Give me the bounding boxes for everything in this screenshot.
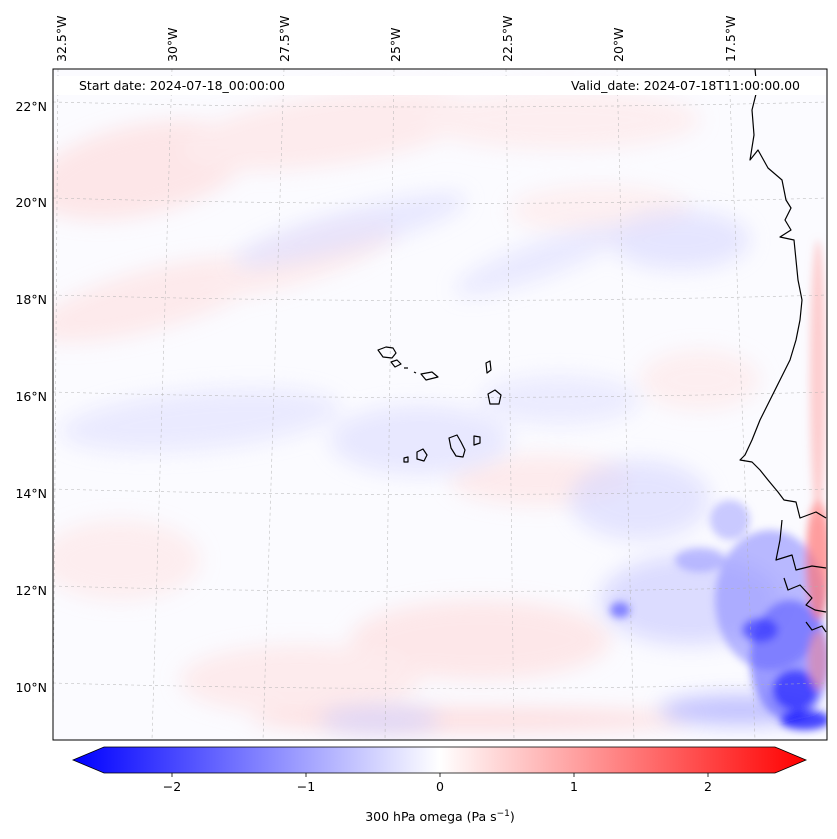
colorbar-tick-neg2: −2: [163, 779, 181, 794]
parallel-18n: [53, 294, 827, 301]
meridian-27-5w: [262, 69, 285, 740]
island-sal: [485, 360, 492, 374]
meridian-22-5w: [505, 69, 515, 740]
map-frame: [52, 68, 828, 741]
island-santo-antao: [377, 346, 397, 359]
longitude-labels: 32.5°W 30°W 27.5°W 25°W 22.5°W 20°W 17.5…: [54, 16, 738, 62]
island-brava: [403, 456, 409, 463]
colorbar-label-end: ): [510, 809, 515, 824]
colorbar-label: 300 hPa omega (Pa s−1): [365, 809, 515, 824]
lon-label-20w: 20°W: [611, 27, 626, 62]
island-sao-vicente: [390, 359, 402, 368]
meridian-32-5w: [53, 69, 59, 740]
lat-label-10n: 10°N: [15, 680, 47, 695]
island-branco: [413, 371, 417, 374]
island-maio: [473, 435, 481, 446]
parallel-10n: [53, 682, 827, 689]
colorbar-tick-neg1: −1: [297, 779, 315, 794]
parallel-12n: [53, 585, 827, 592]
lon-label-30w: 30°W: [165, 27, 180, 62]
positive-omega-areas: [53, 89, 760, 732]
lon-label-25w: 25°W: [388, 27, 403, 62]
colorbar-tick-1: 1: [570, 779, 578, 794]
bijagos-islands: [805, 621, 827, 633]
africa-coastline: [739, 69, 827, 519]
island-sao-nicolau: [420, 371, 439, 381]
lat-label-12n: 12°N: [15, 583, 47, 598]
colorbar-bar: [71, 746, 808, 774]
colorbar-tick-0: 0: [436, 779, 444, 794]
lon-label-22-5w: 22.5°W: [500, 16, 515, 62]
lon-label-32-5w: 32.5°W: [54, 16, 69, 62]
lat-label-22n: 22°N: [15, 99, 47, 114]
parallel-14n: [53, 488, 827, 495]
lat-label-20n: 20°N: [15, 195, 47, 210]
parallel-22n: [53, 101, 827, 108]
lon-label-27-5w: 27.5°W: [277, 16, 292, 62]
start-date-label: Start date: 2024-07-18_00:00:00: [79, 78, 285, 93]
lat-label-16n: 16°N: [15, 389, 47, 404]
title-band: [54, 76, 826, 95]
lat-label-14n: 14°N: [15, 486, 47, 501]
meridian-30w: [151, 69, 173, 740]
lon-label-17-5w: 17.5°W: [723, 16, 738, 62]
colorbar: −2 −1 0 1 2 300 hPa omega (Pa s−1): [71, 746, 808, 824]
colorbar-tick-marks: [171, 773, 709, 777]
senegal-gambia-coast: [775, 519, 827, 571]
parallel-20n: [53, 197, 827, 204]
lat-label-18n: 18°N: [15, 292, 47, 307]
colorbar-label-superscript: −1: [497, 809, 510, 819]
island-santiago: [448, 434, 466, 458]
island-boa-vista: [487, 389, 502, 405]
coastlines: [377, 69, 827, 633]
meridian-20w: [616, 69, 635, 740]
parallel-16n: [53, 391, 827, 398]
colorbar-tick-2: 2: [704, 779, 712, 794]
island-fogo: [416, 448, 428, 462]
graticule: [53, 69, 827, 740]
valid-date-label: Valid_date: 2024-07-18T11:00:00.00: [571, 78, 800, 93]
map-panel: Start date: 2024-07-18_00:00:00 Valid_da…: [52, 68, 828, 741]
latitude-labels: 22°N 20°N 18°N 16°N 14°N 12°N 10°N: [15, 99, 47, 695]
omega-field: [53, 89, 827, 735]
guinea-bissau-coast: [783, 577, 827, 613]
convective-band: [610, 240, 827, 730]
colorbar-label-main: 300 hPa omega (Pa s: [365, 809, 496, 824]
colorbar-tick-labels: −2 −1 0 1 2: [163, 779, 712, 794]
meridian-17-5w: [728, 69, 756, 740]
meridian-25w: [384, 69, 395, 740]
